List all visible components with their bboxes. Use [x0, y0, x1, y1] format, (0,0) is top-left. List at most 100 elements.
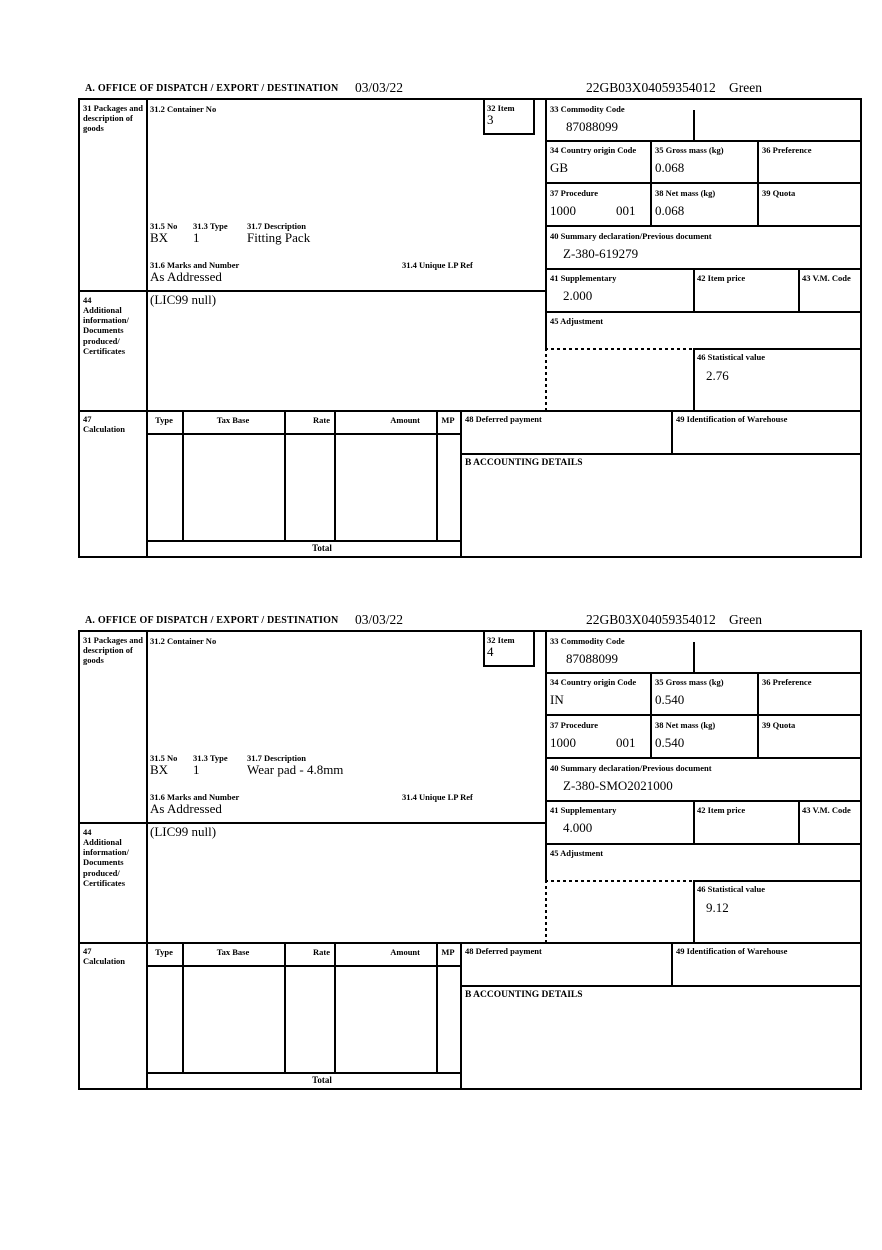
marks-number-label: 31.6 Marks and Number — [150, 260, 240, 270]
additional-info-label: Additional information/ Documents produc… — [83, 837, 129, 888]
divider — [80, 822, 545, 824]
divider — [483, 133, 535, 135]
unique-lp-ref-label: 31.4 Unique LP Ref — [402, 260, 473, 270]
supplementary-label: 41 Supplementary — [550, 273, 617, 283]
divider — [545, 800, 860, 802]
package-no-label: 31.5 No — [150, 221, 178, 231]
divider — [545, 140, 860, 142]
commodity-code-value: 87088099 — [566, 119, 618, 134]
divider — [545, 100, 547, 348]
statistical-value: 2.76 — [706, 368, 729, 383]
commodity-code-value: 87088099 — [566, 651, 618, 666]
additional-info-label: Additional information/ Documents produc… — [83, 305, 129, 356]
divider — [80, 290, 545, 292]
divider — [460, 942, 462, 1088]
unique-lp-ref-label: 31.4 Unique LP Ref — [402, 792, 473, 802]
vm-code-label: 43 V.M. Code — [802, 805, 851, 815]
divider — [146, 540, 462, 542]
deferred-payment-label: 48 Deferred payment — [465, 946, 542, 956]
office-of-dispatch-label: A. OFFICE OF DISPATCH / EXPORT / DESTINA… — [85, 615, 339, 626]
tax-col-tax-base: Tax Base — [216, 415, 250, 425]
tax-col-type: Type — [155, 947, 173, 957]
divider — [798, 800, 800, 843]
supplementary-value: 2.000 — [563, 288, 593, 303]
package-type-label: 31.3 Type — [193, 221, 228, 231]
divider — [693, 268, 695, 311]
commodity-code-label: 33 Commodity Code — [550, 636, 625, 646]
procedure-label: 37 Procedure — [550, 188, 599, 198]
calculation-label: Calculation — [83, 424, 126, 434]
divider — [334, 942, 336, 1072]
calculation-label-num: 47 — [83, 414, 92, 424]
divider — [545, 672, 860, 674]
package-no-label: 31.5 No — [150, 753, 178, 763]
divider — [693, 880, 860, 882]
divider — [545, 268, 860, 270]
divider — [545, 714, 860, 716]
declaration-date: 03/03/22 — [355, 80, 404, 95]
procedure-value: 1000 — [550, 203, 576, 218]
country-origin-value: IN — [550, 692, 564, 707]
divider — [533, 632, 535, 665]
item-number-value: 4 — [487, 644, 494, 659]
divider — [483, 100, 485, 133]
dotted-divider — [545, 880, 693, 882]
container-no-label: 31.2 Container No — [150, 104, 217, 114]
container-no-label: 31.2 Container No — [150, 636, 217, 646]
preference-label: 36 Preference — [762, 145, 812, 155]
item-price-label: 42 Item price — [697, 273, 746, 283]
tax-col-mp: MP — [441, 415, 455, 425]
tax-col-amount: Amount — [390, 947, 420, 957]
divider — [460, 453, 860, 455]
tax-col-amount: Amount — [390, 415, 420, 425]
quota-label: 39 Quota — [762, 720, 796, 730]
declaration-reference: 22GB03X04059354012 — [586, 80, 716, 95]
divider — [182, 942, 184, 1072]
item-number-label: 32 Item — [487, 103, 515, 113]
country-origin-label: 34 Country origin Code — [550, 677, 637, 687]
divider — [671, 942, 673, 985]
net-mass-label: 38 Net mass (kg) — [655, 720, 716, 730]
net-mass-value: 0.540 — [655, 735, 685, 750]
goods-description-value: Fitting Pack — [247, 230, 311, 245]
declaration-reference: 22GB03X04059354012 — [586, 612, 716, 627]
routing-status: Green — [729, 80, 762, 95]
adjustment-label: 45 Adjustment — [550, 848, 604, 858]
divider — [460, 410, 462, 556]
divider — [182, 410, 184, 540]
summary-declaration-value: Z-380-SMO2021000 — [563, 778, 673, 793]
tax-total-label: Total — [312, 1075, 332, 1085]
divider — [545, 311, 860, 313]
statistical-value-label: 46 Statistical value — [697, 352, 765, 362]
divider — [693, 110, 695, 140]
divider — [483, 632, 485, 665]
divider — [146, 1072, 462, 1074]
divider — [80, 942, 860, 944]
gross-mass-label: 35 Gross mass (kg) — [655, 677, 724, 687]
marks-number-value: As Addressed — [150, 801, 222, 816]
office-of-dispatch-label: A. OFFICE OF DISPATCH / EXPORT / DESTINA… — [85, 83, 339, 94]
divider — [693, 880, 695, 942]
goods-description-label: 31.7 Description — [247, 221, 307, 231]
summary-declaration-value: Z-380-619279 — [563, 246, 639, 261]
marks-number-label: 31.6 Marks and Number — [150, 792, 240, 802]
warehouse-id-label: 49 Identification of Warehouse — [676, 946, 788, 956]
calculation-label: Calculation — [83, 956, 126, 966]
dotted-divider — [545, 348, 693, 350]
net-mass-label: 38 Net mass (kg) — [655, 188, 716, 198]
procedure-suffix-value: 001 — [616, 203, 636, 218]
packages-description-label: 31 Packages and description of goods — [83, 103, 143, 134]
summary-declaration-label: 40 Summary declaration/Previous document — [550, 231, 712, 241]
divider — [693, 800, 695, 843]
supplementary-label: 41 Supplementary — [550, 805, 617, 815]
warehouse-id-label: 49 Identification of Warehouse — [676, 414, 788, 424]
package-no-value: BX — [150, 762, 169, 777]
gross-mass-value: 0.068 — [655, 160, 685, 175]
divider — [545, 182, 860, 184]
divider — [436, 410, 438, 540]
tax-col-tax-base: Tax Base — [216, 947, 250, 957]
net-mass-value: 0.068 — [655, 203, 685, 218]
divider — [146, 965, 462, 967]
goods-description-label: 31.7 Description — [247, 753, 307, 763]
country-origin-value: GB — [550, 160, 569, 175]
